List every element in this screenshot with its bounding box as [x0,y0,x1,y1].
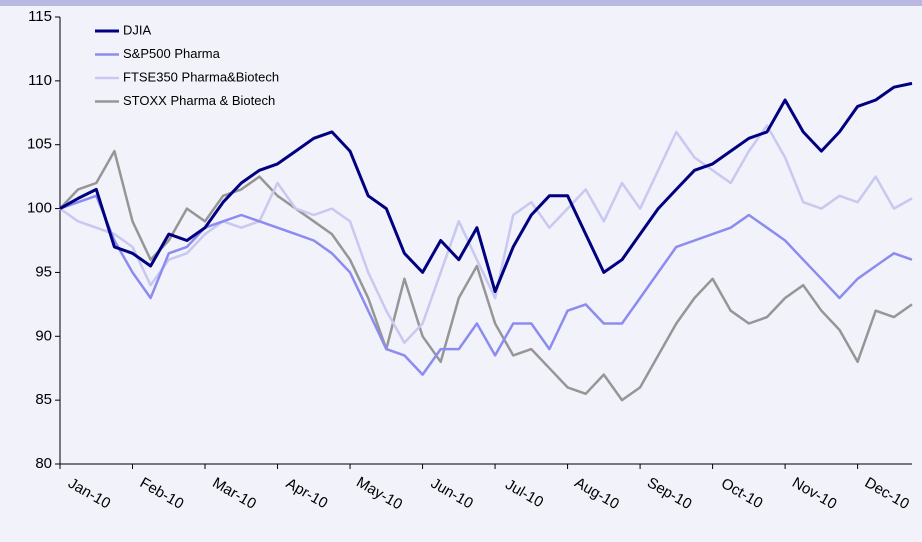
y-tick-label: 95 [35,263,52,280]
y-tick-label: 90 [35,327,52,344]
y-tick-label: 100 [27,200,52,217]
legend-label: S&P500 Pharma [123,46,221,61]
y-tick-label: 105 [27,136,52,153]
series-line [59,81,913,294]
legend-label: FTSE350 Pharma&Biotech [123,69,279,84]
y-tick-label: 85 [35,391,52,408]
y-tick-label: 80 [35,455,52,472]
legend-label: DJIA [123,22,152,37]
series-line [59,124,913,344]
series-line [59,149,913,402]
top-strip [0,0,922,6]
y-tick-label: 115 [28,8,52,25]
y-tick-label: 110 [28,72,52,89]
legend-label: STOXX Pharma & Biotech [123,93,275,108]
